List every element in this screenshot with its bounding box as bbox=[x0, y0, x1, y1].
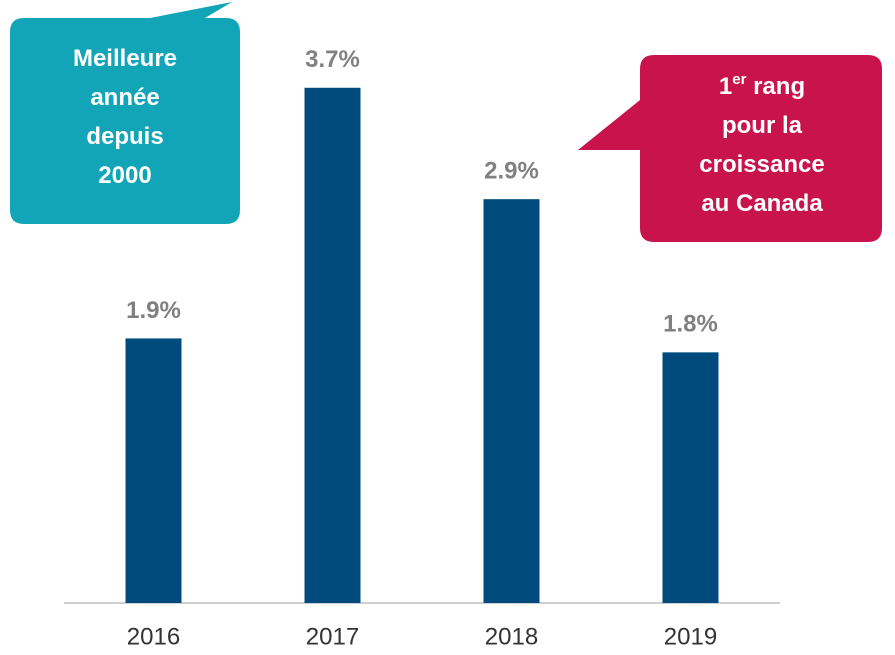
value-label: 3.7% bbox=[305, 46, 360, 73]
annotation-line: au Canada bbox=[701, 190, 823, 217]
bar bbox=[483, 199, 540, 604]
x-tick-label: 2019 bbox=[664, 623, 717, 650]
callout-2 bbox=[578, 55, 882, 242]
annotation-line: 2000 bbox=[98, 162, 151, 189]
annotation-text: Meilleure bbox=[73, 45, 177, 72]
annotation-line: Meilleure bbox=[73, 45, 177, 72]
annotation-line: croissance bbox=[699, 151, 824, 178]
annotation-line: 1er rang bbox=[719, 71, 805, 100]
value-label: 2.9% bbox=[484, 158, 539, 185]
x-tick-label: 2017 bbox=[306, 623, 359, 650]
annotation-line: année bbox=[90, 84, 159, 111]
annotation-text: croissance bbox=[699, 151, 824, 178]
annotation-text: pour la bbox=[722, 112, 803, 139]
value-label: 1.8% bbox=[663, 311, 718, 338]
value-label: 1.9% bbox=[126, 297, 181, 324]
bar bbox=[125, 338, 182, 603]
annotation-text: 2000 bbox=[98, 162, 151, 189]
bar bbox=[304, 87, 361, 603]
superscript: er bbox=[732, 71, 746, 88]
annotation-line: depuis bbox=[86, 123, 163, 150]
annotation-line: pour la bbox=[722, 112, 803, 139]
callout-1 bbox=[10, 2, 240, 224]
bar bbox=[662, 352, 719, 603]
annotation-text: depuis bbox=[86, 123, 163, 150]
annotation-text: année bbox=[90, 84, 159, 111]
x-tick-label: 2018 bbox=[485, 623, 538, 650]
annotation-text: au Canada bbox=[701, 190, 823, 217]
annotation-text: 1 bbox=[719, 73, 732, 100]
annotation-text: rang bbox=[746, 73, 805, 100]
x-tick-label: 2016 bbox=[127, 623, 180, 650]
